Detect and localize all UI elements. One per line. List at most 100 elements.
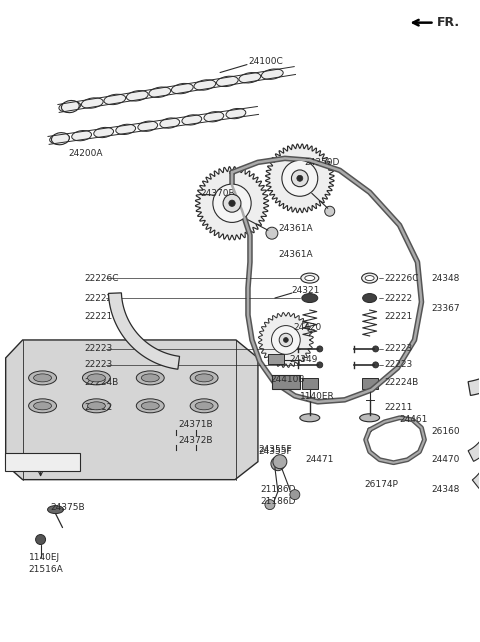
Ellipse shape	[216, 76, 238, 87]
Text: 24100C: 24100C	[248, 57, 283, 66]
Text: 22223: 22223	[384, 360, 413, 369]
Ellipse shape	[51, 133, 69, 144]
Ellipse shape	[94, 127, 114, 137]
Ellipse shape	[50, 134, 70, 144]
Ellipse shape	[34, 374, 51, 382]
Bar	[302, 378, 318, 389]
Ellipse shape	[141, 402, 159, 410]
Circle shape	[271, 456, 285, 471]
Circle shape	[317, 362, 323, 368]
Text: 24375B: 24375B	[50, 503, 85, 512]
Circle shape	[282, 160, 318, 196]
Text: 26174P: 26174P	[365, 480, 398, 489]
Polygon shape	[108, 293, 180, 369]
Text: 24372B: 24372B	[178, 437, 213, 446]
Ellipse shape	[262, 69, 283, 80]
Text: 22223: 22223	[384, 345, 413, 354]
Text: 24348: 24348	[432, 273, 460, 282]
Ellipse shape	[34, 402, 51, 410]
Circle shape	[229, 200, 235, 207]
Polygon shape	[472, 433, 480, 489]
Circle shape	[265, 499, 275, 510]
Ellipse shape	[48, 506, 63, 514]
Ellipse shape	[226, 108, 246, 119]
Text: 22221: 22221	[384, 311, 413, 320]
Text: 24355F: 24355F	[258, 445, 291, 455]
Circle shape	[372, 346, 379, 352]
Text: 22212: 22212	[84, 403, 113, 412]
Ellipse shape	[82, 98, 103, 108]
Ellipse shape	[302, 293, 318, 302]
Text: 24410B: 24410B	[270, 376, 304, 385]
Text: 26160: 26160	[432, 428, 460, 437]
Circle shape	[317, 346, 323, 352]
Ellipse shape	[87, 374, 106, 382]
Text: 24471: 24471	[306, 455, 334, 464]
Bar	[272, 375, 300, 389]
Circle shape	[291, 170, 308, 187]
Ellipse shape	[182, 115, 202, 125]
Ellipse shape	[360, 414, 380, 422]
Text: 24349: 24349	[290, 356, 318, 365]
Polygon shape	[468, 403, 480, 462]
Ellipse shape	[72, 130, 92, 141]
Text: 24420: 24420	[294, 324, 322, 333]
Circle shape	[325, 206, 335, 216]
Circle shape	[279, 333, 293, 347]
Ellipse shape	[365, 275, 374, 281]
Circle shape	[273, 455, 287, 469]
Polygon shape	[468, 257, 480, 395]
Circle shape	[297, 175, 303, 181]
Ellipse shape	[29, 399, 57, 413]
Text: 24361A: 24361A	[278, 250, 312, 259]
Ellipse shape	[361, 273, 378, 283]
Ellipse shape	[239, 73, 261, 83]
Circle shape	[213, 184, 251, 222]
Ellipse shape	[141, 374, 159, 382]
Ellipse shape	[136, 399, 164, 413]
Text: 24361A: 24361A	[278, 223, 312, 232]
Text: 24348: 24348	[432, 485, 460, 494]
Text: FR.: FR.	[436, 16, 459, 29]
Ellipse shape	[83, 399, 110, 413]
Circle shape	[284, 338, 288, 342]
Polygon shape	[259, 313, 313, 367]
Ellipse shape	[136, 371, 164, 385]
Ellipse shape	[87, 402, 106, 410]
Ellipse shape	[204, 112, 224, 122]
Text: 21186D: 21186D	[260, 497, 296, 506]
Ellipse shape	[171, 83, 193, 94]
Ellipse shape	[83, 371, 110, 385]
Text: 22211: 22211	[384, 403, 413, 412]
Ellipse shape	[300, 414, 320, 422]
Text: 22224B: 22224B	[84, 378, 119, 387]
Ellipse shape	[104, 94, 126, 105]
Circle shape	[36, 535, 46, 544]
Text: 22223: 22223	[84, 360, 113, 369]
Circle shape	[266, 227, 278, 239]
Text: 24370B: 24370B	[200, 189, 235, 198]
Bar	[268, 354, 284, 364]
Text: 22222: 22222	[84, 293, 113, 302]
Text: 22221: 22221	[84, 311, 113, 320]
Ellipse shape	[301, 273, 319, 283]
Ellipse shape	[305, 275, 315, 281]
Ellipse shape	[160, 118, 180, 128]
Text: 1140ER: 1140ER	[300, 392, 335, 401]
Text: 1140EJ: 1140EJ	[29, 553, 60, 562]
Ellipse shape	[195, 374, 213, 382]
Text: 23367: 23367	[432, 304, 460, 313]
Text: 24355F: 24355F	[258, 447, 291, 456]
Text: 22226C: 22226C	[84, 273, 119, 282]
Text: 22224B: 22224B	[384, 378, 419, 387]
Circle shape	[223, 195, 241, 213]
Circle shape	[372, 362, 379, 368]
Ellipse shape	[126, 91, 148, 101]
Ellipse shape	[195, 402, 213, 410]
Bar	[361, 378, 378, 389]
Ellipse shape	[29, 371, 57, 385]
Ellipse shape	[116, 124, 135, 135]
Ellipse shape	[149, 87, 171, 98]
Text: 22223: 22223	[84, 345, 113, 354]
Ellipse shape	[138, 121, 157, 132]
